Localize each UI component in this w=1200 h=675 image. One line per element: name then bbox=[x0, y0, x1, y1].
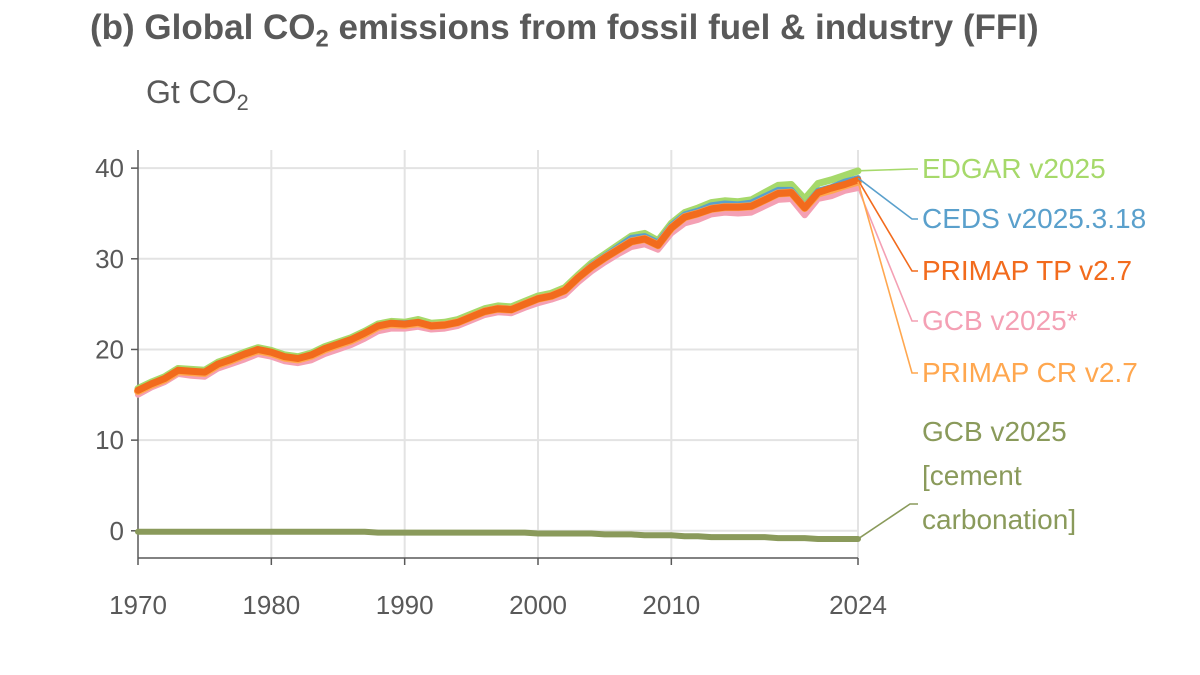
axes: 1970 1980 1990 2000 2010 2024 0 10 20 30 40 bbox=[95, 150, 887, 620]
series-line bbox=[135, 185, 861, 398]
x-tick-label: 1980 bbox=[242, 590, 300, 620]
y-tick-label: 40 bbox=[95, 153, 124, 183]
y-tick-label: 10 bbox=[95, 425, 124, 455]
label-connector bbox=[857, 181, 918, 374]
label-connector bbox=[857, 503, 918, 540]
y-axis-unit-label: Gt CO2 bbox=[146, 74, 249, 113]
series-line bbox=[134, 176, 862, 394]
label-connector bbox=[857, 177, 918, 220]
chart-title: (b) Global CO2 emissions from fossil fue… bbox=[90, 8, 1039, 51]
label-connector bbox=[857, 187, 918, 322]
x-tick-label: 2010 bbox=[642, 590, 700, 620]
label-connector bbox=[857, 168, 918, 172]
x-tick-label: 2000 bbox=[509, 590, 567, 620]
series-label: GCB v2025 bbox=[922, 416, 1067, 447]
series-label: carbonation] bbox=[922, 504, 1076, 535]
series-labels: EDGAR v2025 CEDS v2025.3.18 PRIMAP TP v2.7… bbox=[922, 153, 1146, 535]
label-connector bbox=[857, 179, 918, 272]
series-label: CEDS v2025.3.18 bbox=[922, 203, 1146, 234]
y-tick-label: 20 bbox=[95, 334, 124, 364]
chart-title-main: (b) Global CO bbox=[90, 8, 316, 47]
chart-title-rest: emissions from fossil fuel & industry (F… bbox=[328, 8, 1039, 47]
y-tick-label: 30 bbox=[95, 244, 124, 274]
series-label: EDGAR v2025 bbox=[922, 153, 1106, 184]
series-lines bbox=[134, 167, 862, 542]
unit-subscript: 2 bbox=[236, 89, 249, 115]
x-tick-label: 1970 bbox=[109, 590, 167, 620]
y-tick-label: 0 bbox=[110, 516, 124, 546]
label-connectors bbox=[857, 168, 918, 540]
series-label: PRIMAP CR v2.7 bbox=[922, 357, 1138, 388]
x-tick-label: 1990 bbox=[376, 590, 434, 620]
chart-title-subscript: 2 bbox=[315, 25, 329, 53]
series-label: GCB v2025* bbox=[922, 305, 1078, 336]
x-tick-label: 2024 bbox=[829, 590, 887, 620]
series-line bbox=[135, 528, 861, 542]
unit-main: Gt CO bbox=[146, 74, 237, 110]
series-label: [cement bbox=[922, 460, 1022, 491]
series-label: PRIMAP TP v2.7 bbox=[922, 255, 1132, 286]
